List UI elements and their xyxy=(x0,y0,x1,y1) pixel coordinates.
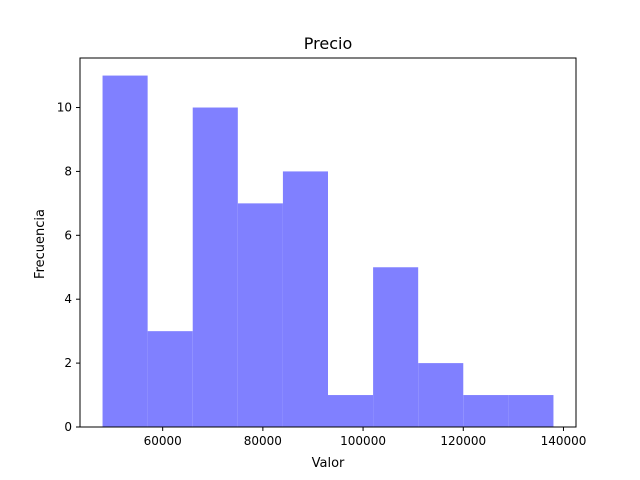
x-tick-label: 120000 xyxy=(440,434,486,448)
plot-frame xyxy=(79,57,577,428)
histogram-bar-5 xyxy=(282,171,328,427)
y-tick-label: 8 xyxy=(64,164,72,178)
histogram-bar-9 xyxy=(463,395,509,427)
histogram-bar-10 xyxy=(508,395,554,427)
histogram-bar-4 xyxy=(237,203,283,427)
y-tick-label: 0 xyxy=(64,420,72,434)
y-tick-label: 2 xyxy=(64,356,72,370)
x-tick-label: 140000 xyxy=(541,434,587,448)
histogram-bar-2 xyxy=(147,331,193,427)
histogram-bar-1 xyxy=(102,75,148,428)
y-tick-label: 4 xyxy=(64,292,72,306)
y-axis-label: Frecuencia xyxy=(33,209,48,279)
x-tick-label: 100000 xyxy=(340,434,386,448)
histogram-bar-7 xyxy=(373,267,419,427)
histogram-bar-6 xyxy=(328,395,374,427)
histogram-bar-8 xyxy=(418,363,464,427)
bars-group xyxy=(102,75,554,428)
y-axis-ticks: 0 2 4 6 8 10 xyxy=(57,101,80,434)
chart-title: Precio xyxy=(304,34,352,53)
y-tick-label: 6 xyxy=(64,228,72,242)
x-tick-label: 60000 xyxy=(144,434,182,448)
x-axis-label: Valor xyxy=(312,456,345,471)
x-axis-ticks: 60000 80000 100000 120000 140000 xyxy=(144,427,587,448)
histogram-bar-3 xyxy=(192,107,238,428)
y-tick-label: 10 xyxy=(57,101,72,115)
x-tick-label: 80000 xyxy=(244,434,282,448)
